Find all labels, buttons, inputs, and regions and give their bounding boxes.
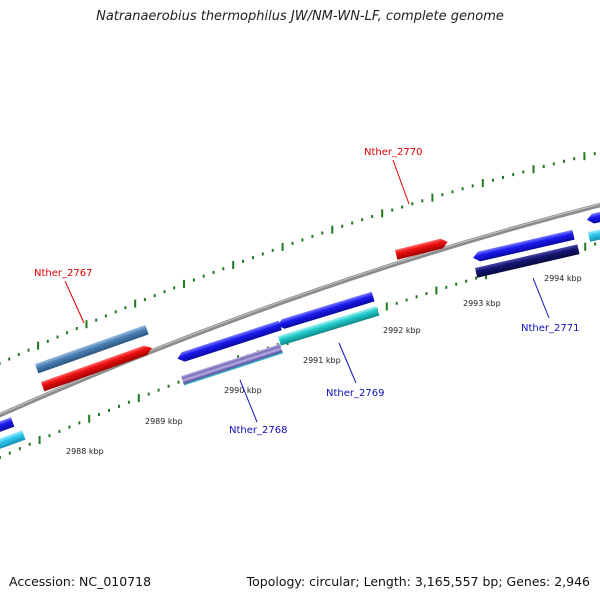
scale-label: 2988 kbp xyxy=(66,447,104,456)
accession-text: Accession: NC_010718 xyxy=(9,574,152,589)
gene-label-nther-2770[interactable]: Nther_2770 xyxy=(364,147,422,158)
gene-nther-2771-navy[interactable] xyxy=(475,244,580,278)
scale-ticks-upper xyxy=(0,152,596,365)
topology-text: Topology: circular; Length: 3,165,557 bp… xyxy=(246,574,590,589)
gene-label-nther-2767[interactable]: Nther_2767 xyxy=(34,268,92,279)
gene-label-nther-2769[interactable]: Nther_2769 xyxy=(326,388,384,399)
scale-label: 2989 kbp xyxy=(145,417,183,426)
gene-nther-2768-stripes[interactable] xyxy=(181,343,284,386)
gene-nther-2767[interactable] xyxy=(41,343,154,392)
scale-label: 2991 kbp xyxy=(303,356,341,365)
scale-label: 2990 kbp xyxy=(224,386,262,395)
leader-nther-2770 xyxy=(392,159,410,205)
map-title: Natranaerobius thermophilus JW/NM-WN-LF,… xyxy=(96,9,504,24)
leader-nther-2768 xyxy=(239,379,258,423)
gene-nther-2769[interactable] xyxy=(276,291,375,331)
leader-nther-2767 xyxy=(64,280,85,324)
genome-backbone-highlight xyxy=(0,203,600,415)
scale-label: 2992 kbp xyxy=(383,326,421,335)
scale-label: 2993 kbp xyxy=(463,299,501,308)
gene-nther-2771[interactable] xyxy=(472,229,575,263)
scale-label: 2994 kbp xyxy=(544,274,582,283)
gene-nther-2768[interactable] xyxy=(176,320,282,364)
leader-nther-2769 xyxy=(338,342,357,384)
gene-label-nther-2768[interactable]: Nther_2768 xyxy=(229,425,287,436)
gene-nther-2770[interactable] xyxy=(395,237,449,260)
leader-nther-2771 xyxy=(532,277,550,319)
gene-label-nther-2771[interactable]: Nther_2771 xyxy=(521,323,579,334)
gene-fragment-right-cyan[interactable] xyxy=(588,225,600,242)
gene-nther-2767-steel[interactable] xyxy=(35,324,149,374)
gene-fragment-left[interactable] xyxy=(0,415,26,451)
genome-backbone xyxy=(0,202,600,418)
gene-fragment-right[interactable] xyxy=(586,208,600,225)
gene-nther-2769-cyan[interactable] xyxy=(278,305,380,346)
